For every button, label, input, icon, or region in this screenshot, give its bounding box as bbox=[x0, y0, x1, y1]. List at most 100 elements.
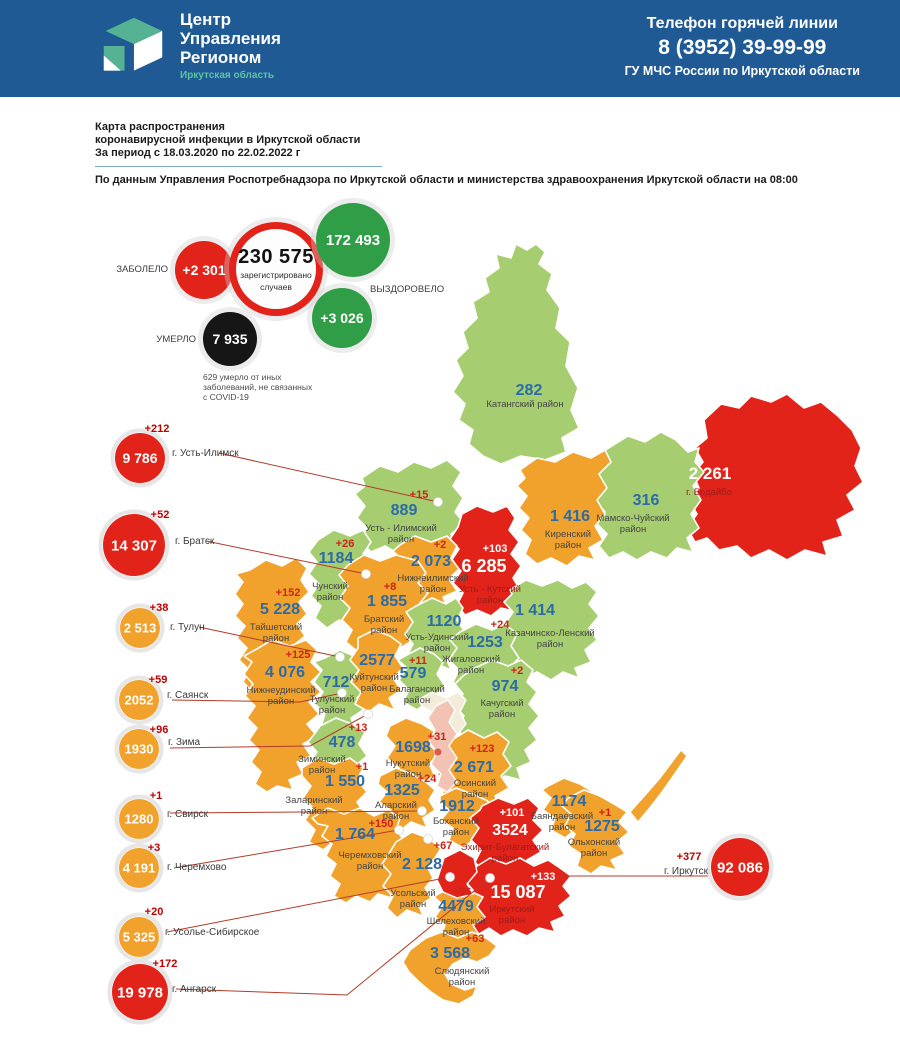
callout-cheremkhovo-halo bbox=[114, 843, 164, 893]
district-usolsky-delta: +67 bbox=[434, 840, 453, 852]
district-irkutsky-value: 15 087 bbox=[490, 882, 545, 902]
callout-cheremkhovo-circle bbox=[119, 848, 159, 888]
district-usolsky bbox=[381, 831, 442, 919]
district-bratsky-name: район bbox=[371, 625, 397, 636]
district-ziminsky-delta: +13 bbox=[349, 722, 368, 734]
district-zalarinsky-name: район bbox=[301, 806, 327, 817]
callout-tulun-value: 2 513 bbox=[124, 621, 157, 636]
district-nizhneilimsky-delta: +2 bbox=[434, 539, 447, 551]
district-kuitunsky bbox=[349, 629, 404, 713]
district-olkhonsky-name: Ольхонский bbox=[568, 837, 620, 848]
callout-zima-circle bbox=[119, 729, 159, 769]
city-dot bbox=[361, 569, 371, 579]
callout-ust-ilimsk-value: 9 786 bbox=[122, 450, 157, 466]
district-olkhonsky-value: 1275 bbox=[584, 818, 620, 835]
district-mamsko-chuisky-value: 316 bbox=[633, 492, 660, 509]
header-bar: Центр Управления Регионом Иркутская обла… bbox=[0, 0, 900, 97]
district-chunsky-delta: +26 bbox=[336, 538, 355, 550]
district-bokhansky-name: район bbox=[443, 827, 469, 838]
tsur-logo-icon bbox=[103, 17, 163, 71]
district-chunsky-name: район bbox=[317, 592, 343, 603]
district-osinsky-delta: +123 bbox=[470, 743, 495, 755]
district-kuitunsky-name: район bbox=[361, 683, 387, 694]
district-nizhneudinsky-name: Нижнеудинский bbox=[247, 685, 316, 696]
district-slyudyansky-name: Слюдянский bbox=[435, 966, 490, 977]
callout-bratsk-city-label: г. Братск bbox=[175, 536, 215, 547]
district-osinsky-value: 2 671 bbox=[454, 759, 494, 776]
callout-cheremkhovo-value: 4 191 bbox=[123, 861, 156, 876]
registered-caption-line-1: зарегистрировано bbox=[240, 270, 312, 280]
district-chunsky-name: Чунский bbox=[312, 581, 348, 592]
callout-usolye-sibirskoye-value: 5 325 bbox=[123, 930, 156, 945]
district-ust-ilimsky-name: район bbox=[388, 534, 414, 545]
district-mamsko-chuisky-name: Мамско-Чуйский bbox=[596, 513, 669, 524]
callout-svirsk-delta: +1 bbox=[150, 790, 163, 802]
district-kirensky bbox=[516, 449, 612, 567]
brand-title-line-3: Регионом bbox=[180, 48, 262, 67]
district-osinsky-name: Осинский bbox=[454, 778, 496, 789]
brand-subtitle: Иркутская область bbox=[180, 70, 275, 81]
callout-usolye-sibirskoye-city-label: г. Усолье-Сибирское bbox=[165, 926, 260, 938]
callout-usolye-sibirskoye-delta: +20 bbox=[145, 906, 164, 918]
city-dot bbox=[394, 825, 404, 835]
district-bratsky-name: Братский bbox=[364, 614, 404, 625]
brand-title-line-2: Управления bbox=[180, 29, 281, 48]
map-title-block: Карта распространения коронавирусной инф… bbox=[95, 121, 798, 186]
registered-total-circle: 230 575 зарегистрировано случаев bbox=[229, 222, 323, 316]
district-chunsky-value: 1184 bbox=[319, 550, 354, 567]
callout-angarsk-city-label: г. Ангарск bbox=[172, 984, 217, 995]
district-taishetsky-name: Тайшетский bbox=[250, 622, 302, 633]
dead-footnote-line-3: с COVID-19 bbox=[203, 392, 249, 402]
hotline-block: Телефон горячей линии 8 (3952) 39-99-99 … bbox=[625, 10, 860, 78]
district-ziminsky-name: район bbox=[309, 765, 335, 776]
callout-ust-ilimsk-city-label: г. Усть-Илимск bbox=[172, 448, 239, 459]
registered-caption-line-2: случаев bbox=[260, 281, 292, 292]
district-shelekhovsky-name: Шелеховский bbox=[427, 916, 486, 927]
district-taishetsky-name: район bbox=[263, 633, 289, 644]
district-kuitunsky-name: Куйтунский bbox=[349, 672, 399, 683]
district-zhigalovsky-name: Жигаловский bbox=[442, 654, 500, 665]
callout-usolye-sibirskoye-halo bbox=[114, 912, 164, 962]
district-kachugsky-name: Качугский bbox=[480, 698, 523, 709]
district-bayandaevsky-name: район bbox=[549, 822, 575, 833]
district-irkutsky-name: Иркутский bbox=[490, 904, 535, 915]
dead-footnote-line-1: 629 умерло от иных bbox=[203, 372, 282, 382]
district-cheremkhovsky-delta: +150 bbox=[369, 818, 394, 830]
city-dot bbox=[445, 872, 455, 882]
registered-total-value: 230 575 bbox=[238, 246, 314, 268]
map-title-line-1: Карта распространения bbox=[95, 121, 225, 133]
district-alarsky-delta: +24 bbox=[418, 773, 438, 785]
district-nizhneilimsky-value: 2 073 bbox=[411, 553, 451, 570]
district-kachugsky-delta: +2 bbox=[511, 665, 524, 677]
district-bayandaevsky-name: Баяндаевский bbox=[531, 811, 593, 822]
district-kirensky-value: 1 416 bbox=[550, 508, 590, 525]
district-ust-kutsky-delta: +103 bbox=[483, 543, 508, 555]
district-zhigalovsky-value: 1253 bbox=[467, 634, 503, 651]
district-kazachinsko-lensky-delta: +24 bbox=[491, 619, 511, 631]
map-title-line-2: коронавирусной инфекции в Иркутской обла… bbox=[95, 134, 361, 146]
district-slyudyansky-name: район bbox=[449, 977, 475, 988]
callout-bratsk-value: 14 307 bbox=[111, 537, 157, 554]
callout-zima-value: 1930 bbox=[125, 742, 154, 757]
callout-svirsk-city-label: г. Свирск bbox=[167, 809, 209, 820]
district-ust-udinsky-name: район bbox=[424, 643, 450, 654]
district-balagansky-name: Балаганский bbox=[389, 684, 445, 695]
callout-cheremkhovo-city-label: г. Черемхово bbox=[167, 862, 227, 873]
district-tulunsky-value: 712 bbox=[323, 674, 350, 691]
district-zhigalovsky-name: район bbox=[458, 665, 484, 676]
district-alarsky-value: 1325 bbox=[384, 782, 420, 799]
callout-svirsk-halo bbox=[114, 794, 164, 844]
city-dot bbox=[485, 873, 495, 883]
district-irkutsky-delta: +133 bbox=[531, 871, 556, 883]
callout-angarsk-delta: +172 bbox=[153, 958, 178, 970]
map-title-line-3: За период с 18.03.2020 по 22.02.2022 г bbox=[95, 147, 301, 159]
district-olkhonsky bbox=[561, 789, 630, 875]
callout-irkutsk-city-label: г. Иркутск bbox=[664, 866, 709, 877]
district-usolsky-value: 2 128 bbox=[402, 856, 442, 873]
district-balagansky-value: 579 bbox=[400, 665, 427, 682]
district-alarsky-name: Аларский bbox=[375, 800, 417, 811]
district-tulunsky-name: Тулунский bbox=[310, 694, 355, 705]
city-dot bbox=[335, 652, 345, 662]
district-nizhneudinsky bbox=[243, 639, 322, 793]
callout-bratsk-circle bbox=[103, 514, 165, 576]
